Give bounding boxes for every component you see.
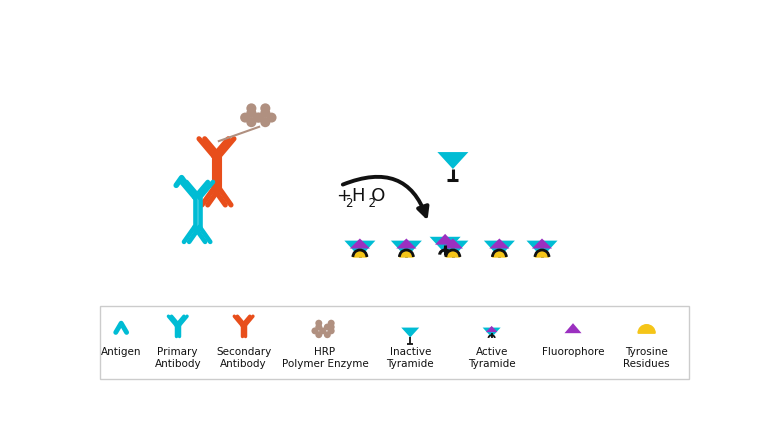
Polygon shape — [564, 323, 581, 333]
FancyBboxPatch shape — [100, 306, 689, 379]
Circle shape — [315, 320, 322, 327]
Polygon shape — [443, 238, 463, 249]
Polygon shape — [437, 152, 468, 169]
Circle shape — [328, 324, 335, 330]
Polygon shape — [437, 241, 468, 258]
Circle shape — [319, 327, 326, 334]
Text: Antigen: Antigen — [101, 347, 141, 357]
Wedge shape — [446, 250, 460, 257]
Circle shape — [315, 324, 322, 330]
Polygon shape — [527, 241, 557, 258]
Polygon shape — [345, 241, 375, 258]
Polygon shape — [483, 327, 500, 337]
Wedge shape — [399, 250, 413, 257]
Text: Fluorophore: Fluorophore — [542, 347, 604, 357]
Wedge shape — [535, 250, 549, 257]
Wedge shape — [493, 250, 507, 257]
Circle shape — [247, 108, 257, 118]
Text: Active
Tyramide: Active Tyramide — [468, 347, 516, 369]
Circle shape — [328, 327, 335, 334]
Circle shape — [315, 331, 322, 338]
Circle shape — [247, 103, 257, 113]
Circle shape — [254, 113, 264, 122]
Circle shape — [267, 113, 277, 122]
Polygon shape — [484, 241, 515, 258]
Circle shape — [324, 324, 331, 330]
Polygon shape — [429, 237, 460, 254]
Text: +H O: +H O — [337, 187, 385, 205]
Polygon shape — [350, 238, 370, 249]
Circle shape — [311, 327, 318, 334]
Text: Inactive
Tyramide: Inactive Tyramide — [386, 347, 434, 369]
Polygon shape — [401, 327, 419, 337]
Polygon shape — [435, 234, 455, 245]
Circle shape — [261, 108, 271, 118]
Circle shape — [324, 331, 331, 338]
Polygon shape — [391, 241, 422, 258]
Polygon shape — [486, 326, 497, 332]
Text: HRP
Polymer Enzyme: HRP Polymer Enzyme — [281, 347, 369, 369]
Circle shape — [253, 113, 263, 122]
Text: 2    2: 2 2 — [346, 197, 376, 210]
Circle shape — [261, 103, 271, 113]
Circle shape — [240, 113, 251, 122]
Polygon shape — [490, 238, 510, 249]
Wedge shape — [353, 250, 367, 257]
Circle shape — [261, 117, 271, 127]
FancyArrowPatch shape — [343, 177, 427, 216]
Text: Primary
Antibody: Primary Antibody — [154, 347, 201, 369]
Text: Tyrosine
Residues: Tyrosine Residues — [623, 347, 670, 369]
Polygon shape — [396, 238, 416, 249]
Text: Secondary
Antibody: Secondary Antibody — [216, 347, 271, 369]
Polygon shape — [532, 238, 552, 249]
Circle shape — [328, 320, 335, 327]
Circle shape — [247, 117, 257, 127]
Wedge shape — [638, 325, 655, 333]
